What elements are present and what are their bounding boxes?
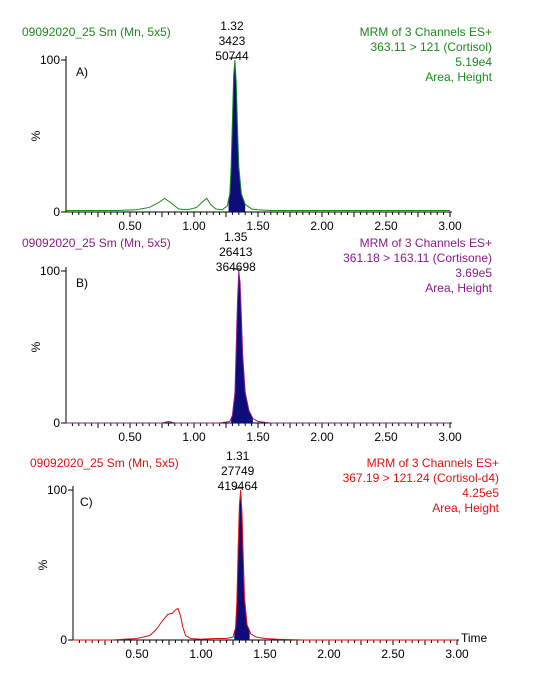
channel-info-line: 361.18 > 163.11 (Cortisone)	[343, 251, 492, 265]
x-tick-label: 1.00	[182, 219, 206, 233]
channel-info-line: Area, Height	[425, 281, 492, 295]
channel-info-line: 5.19e4	[455, 55, 492, 69]
y-tick-label: 0	[60, 633, 67, 647]
panel-label: C)	[80, 495, 93, 509]
channel-info-line: MRM of 3 Channels ES+	[360, 25, 492, 39]
chromatogram-trace	[66, 270, 450, 424]
y-tick-label: 100	[47, 483, 67, 497]
x-axis-label: Time	[461, 631, 488, 645]
peak-label: 27749	[221, 464, 255, 478]
channel-info-line: Area, Height	[425, 70, 492, 84]
channel-info-line: MRM of 3 Channels ES+	[367, 456, 499, 470]
x-tick-label: 1.00	[182, 430, 206, 444]
chromatogram-panel-3: 09092020_25 Sm (Mn, 5x5) MRM of 3 Channel…	[30, 449, 500, 661]
x-tick-label: 2.00	[317, 647, 341, 661]
x-tick-label: 1.50	[246, 430, 270, 444]
chromatogram-panel-1: 09092020_25 Sm (Mn, 5x5) MRM of 3 Channel…	[22, 19, 493, 233]
y-tick-label: 0	[53, 416, 60, 430]
x-tick-label: 0.50	[118, 219, 142, 233]
peak-label: 364698	[216, 260, 256, 274]
sample-name: 09092020_25 Sm (Mn, 5x5)	[22, 25, 171, 39]
x-tick-label: 2.00	[310, 430, 334, 444]
x-tick-label: 3.00	[438, 219, 462, 233]
y-axis-label: %	[36, 559, 50, 570]
x-tick-label: 0.50	[118, 430, 142, 444]
x-tick-label: 3.00	[438, 430, 462, 444]
x-tick-label: 1.00	[189, 647, 213, 661]
peak-label: 50744	[215, 49, 249, 63]
panel-label: B)	[76, 276, 88, 290]
channel-info-line: 4.25e5	[462, 486, 499, 500]
y-tick-label: 100	[40, 264, 60, 278]
chromatogram-trace	[66, 59, 450, 211]
y-axis-label: %	[29, 130, 43, 141]
x-tick-label: 0.50	[125, 647, 149, 661]
integrated-peak-area	[234, 492, 250, 640]
y-axis-label: %	[29, 341, 43, 352]
sample-name: 09092020_25 Sm (Mn, 5x5)	[22, 236, 171, 250]
x-tick-label: 2.50	[374, 430, 398, 444]
chromatogram-panel-2: 09092020_25 Sm (Mn, 5x5) MRM of 3 Channel…	[22, 230, 493, 444]
channel-info-line: 3.69e5	[455, 266, 492, 280]
y-tick-label: 0	[53, 205, 60, 219]
peak-label: 1.32	[220, 19, 244, 33]
peak-label: 26413	[219, 245, 253, 259]
x-tick-label: 2.50	[374, 219, 398, 233]
x-tick-label: 1.50	[246, 219, 270, 233]
peak-label: 3423	[219, 34, 246, 48]
x-tick-label: 3.00	[445, 647, 469, 661]
x-tick-label: 2.00	[310, 219, 334, 233]
peak-label: 419464	[218, 479, 258, 493]
chromatogram-trace	[73, 489, 457, 641]
x-tick-label: 2.50	[381, 647, 405, 661]
y-tick-label: 100	[40, 53, 60, 67]
sample-name: 09092020_25 Sm (Mn, 5x5)	[30, 456, 179, 470]
channel-info-line: 367.19 > 121.24 (Cortisol-d4)	[343, 471, 499, 485]
panel-label: A)	[76, 65, 88, 79]
integrated-peak-area	[228, 61, 246, 213]
x-tick-label: 1.50	[253, 647, 277, 661]
peak-label: 1.35	[224, 230, 248, 244]
channel-info-line: Area, Height	[432, 501, 499, 515]
channel-info-line: MRM of 3 Channels ES+	[360, 236, 492, 250]
channel-info-line: 363.11 > 121 (Cortisol)	[370, 40, 492, 54]
peak-label: 1.31	[226, 449, 250, 463]
